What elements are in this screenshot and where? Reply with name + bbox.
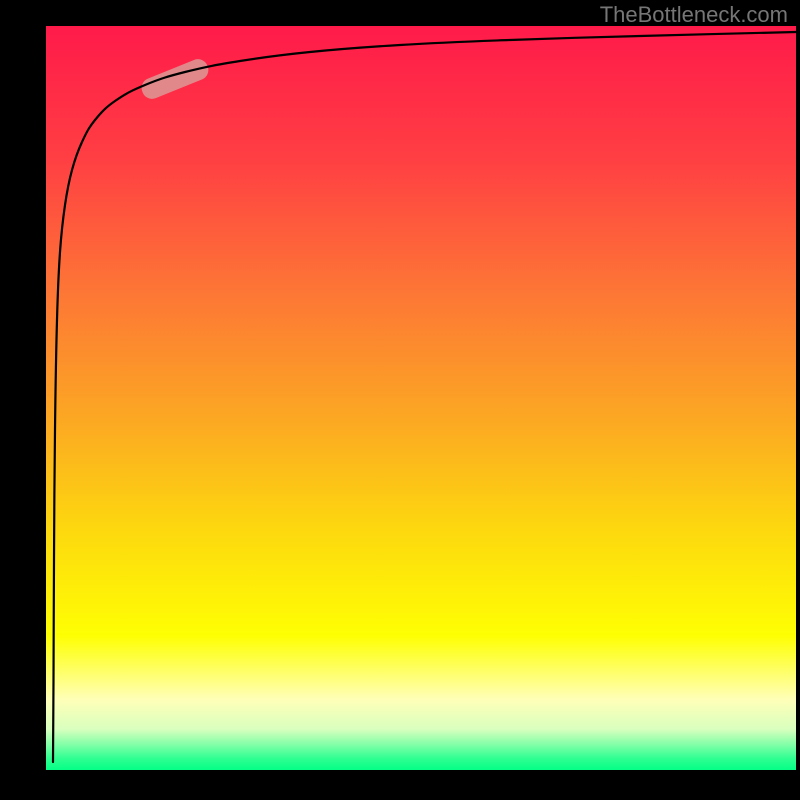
bottleneck-curve-chart <box>0 0 800 800</box>
plot-gradient-area <box>46 26 796 770</box>
attribution-label: TheBottleneck.com <box>600 2 788 28</box>
